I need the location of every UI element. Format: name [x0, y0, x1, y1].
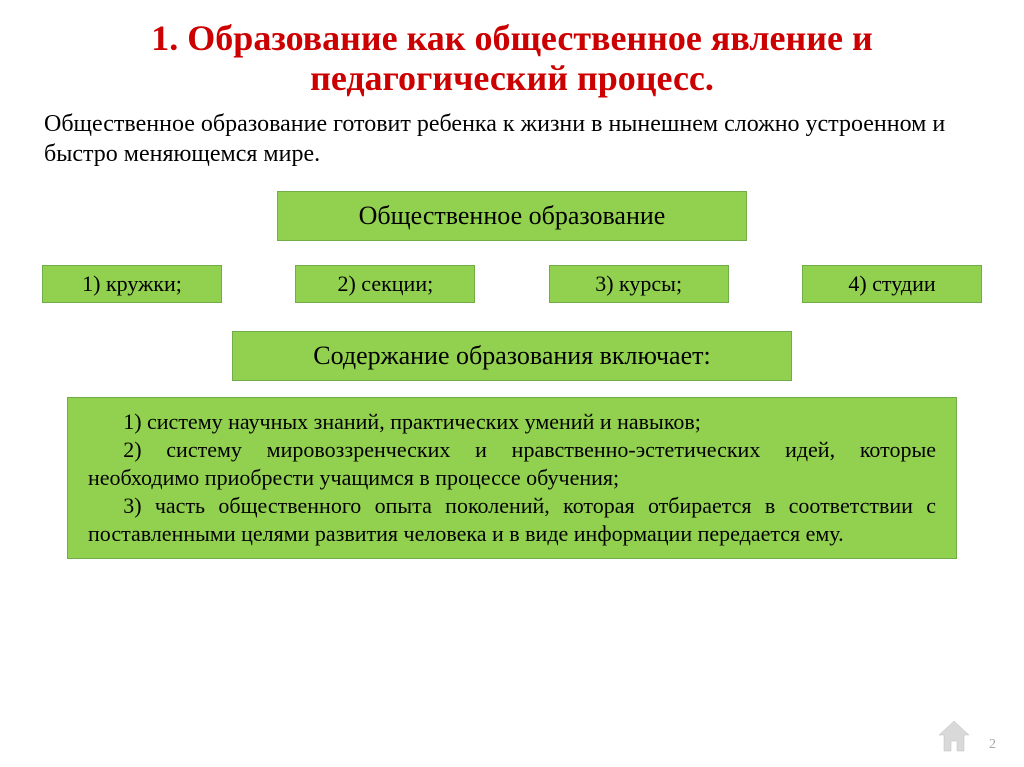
content-line-1: 1) систему научных знаний, практических …: [88, 408, 936, 436]
slide-title: 1. Образование как общественное явление …: [40, 18, 984, 99]
subheader-box: Содержание образования включает:: [232, 331, 792, 381]
content-box: 1) систему научных знаний, практических …: [67, 397, 957, 560]
item-2: 2) секции;: [295, 265, 475, 303]
content-line-3: 3) часть общественного опыта поколений, …: [88, 492, 936, 548]
items-row: 1) кружки; 2) секции; 3) курсы; 4) студи…: [42, 265, 982, 303]
home-icon-path: [939, 721, 969, 751]
home-icon[interactable]: [936, 719, 972, 753]
item-4: 4) студии: [802, 265, 982, 303]
intro-text: Общественное образование готовит ребенка…: [44, 109, 980, 169]
header-box: Общественное образование: [277, 191, 747, 241]
item-1: 1) кружки;: [42, 265, 222, 303]
slide: 1. Образование как общественное явление …: [0, 0, 1024, 767]
page-number: 2: [989, 737, 996, 753]
item-3: 3) курсы;: [549, 265, 729, 303]
content-line-2: 2) систему мировоззренческих и нравствен…: [88, 436, 936, 492]
